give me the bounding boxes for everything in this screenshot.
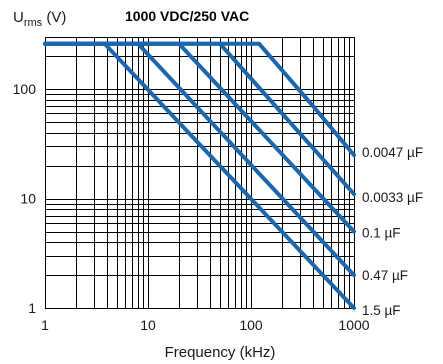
series-label: 0.0033 µF (362, 190, 423, 205)
chart-title: 1000 VDC/250 VAC (125, 8, 249, 24)
x-tick-label: 1 (41, 317, 49, 333)
series-curves (43, 41, 356, 310)
series-label: 0.0047 µF (362, 145, 423, 160)
series-curve (43, 41, 356, 278)
series-label: 1.5 µF (362, 303, 401, 318)
y-tick-label: 100 (13, 81, 37, 97)
series-label: 0.47 µF (362, 268, 408, 283)
x-tick-label: 100 (239, 317, 263, 333)
x-tick-label: 10 (140, 317, 156, 333)
y-tick-label: 1 (28, 300, 36, 316)
series-curve (43, 41, 356, 234)
series-label: 0.1 µF (362, 226, 401, 241)
series-curve (43, 41, 356, 158)
grid (45, 37, 355, 309)
y-axis-title: Urms (V) (13, 9, 66, 29)
y-tick-label: 10 (20, 191, 36, 207)
x-tick-label: 1000 (338, 317, 369, 333)
series-curve (43, 41, 356, 310)
tick-labels: 1 10 100 1000 1 10 100 0.0047 µF 0.0033 µF 0.1 µF… (13, 81, 423, 333)
x-axis-title: Frequency (kHz) (165, 344, 276, 361)
